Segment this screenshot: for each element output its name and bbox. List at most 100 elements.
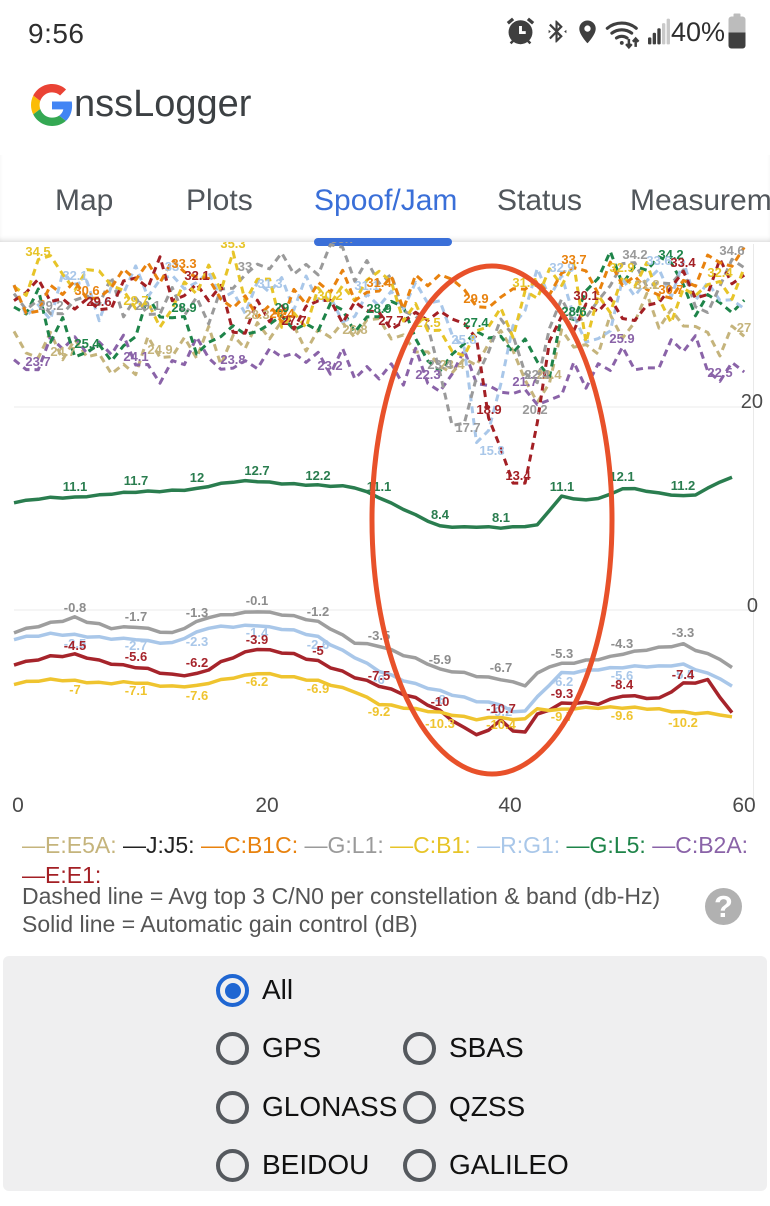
svg-text:20.2: 20.2	[522, 402, 547, 417]
svg-text:34.2: 34.2	[658, 247, 683, 262]
svg-text:11.2: 11.2	[671, 478, 696, 493]
svg-text:25.9: 25.9	[609, 331, 634, 346]
svg-text:-4.3: -4.3	[611, 636, 633, 651]
svg-text:22.4: 22.4	[536, 367, 562, 382]
svg-text:11.1: 11.1	[63, 479, 88, 494]
svg-text:-6.9: -6.9	[307, 681, 329, 696]
svg-text:8.1: 8.1	[492, 510, 510, 525]
svg-text:12.2: 12.2	[305, 468, 330, 483]
svg-text:27.4: 27.4	[463, 315, 489, 330]
svg-text:17.7: 17.7	[455, 420, 480, 435]
svg-text:33: 33	[238, 259, 252, 274]
svg-text:29.2: 29.2	[38, 298, 63, 313]
svg-text:-9.2: -9.2	[368, 704, 390, 719]
svg-text:-4.5: -4.5	[64, 638, 86, 653]
svg-text:-2.6: -2.6	[307, 637, 329, 652]
svg-text:22.5: 22.5	[707, 365, 732, 380]
svg-text:23.7: 23.7	[25, 354, 50, 369]
svg-text:-2.5: -2.5	[64, 636, 86, 651]
svg-text:-3.9: -3.9	[246, 632, 268, 647]
svg-text:23.2: 23.2	[317, 358, 342, 373]
svg-text:25.8: 25.8	[451, 332, 476, 347]
svg-text:13.4: 13.4	[505, 468, 531, 483]
svg-text:28.9: 28.9	[366, 301, 391, 316]
svg-text:30.7: 30.7	[658, 282, 683, 297]
svg-text:24.7: 24.7	[50, 344, 75, 359]
svg-text:-9.2: -9.2	[490, 704, 512, 719]
svg-text:-5.6: -5.6	[125, 649, 147, 664]
svg-text:-0.8: -0.8	[64, 600, 86, 615]
svg-text:20: 20	[255, 794, 278, 817]
svg-text:33.6: 33.6	[646, 253, 671, 268]
svg-text:22.3: 22.3	[415, 367, 440, 382]
svg-text:-9.3: -9.3	[551, 686, 573, 701]
svg-text:-10.4: -10.4	[486, 717, 516, 732]
svg-text:31.1: 31.1	[354, 278, 379, 293]
svg-text:24.1: 24.1	[123, 349, 148, 364]
svg-text:34.5: 34.5	[25, 244, 50, 259]
svg-text:-10.2: -10.2	[668, 715, 698, 730]
svg-text:27: 27	[737, 320, 751, 335]
svg-text:-3.3: -3.3	[672, 625, 694, 640]
svg-text:34.2: 34.2	[622, 247, 647, 262]
svg-text:-0.1: -0.1	[246, 593, 268, 608]
svg-text:-2.7: -2.7	[125, 638, 147, 653]
svg-text:-7.1: -7.1	[125, 683, 147, 698]
svg-text:30.2: 30.2	[317, 288, 342, 303]
svg-text:8.4: 8.4	[431, 507, 450, 522]
svg-text:23.8: 23.8	[220, 352, 245, 367]
svg-text:35.7: 35.7	[330, 242, 355, 246]
svg-text:29: 29	[275, 300, 289, 315]
svg-text:60: 60	[732, 794, 755, 817]
svg-text:20: 20	[741, 391, 763, 413]
svg-text:-7.4: -7.4	[672, 667, 695, 682]
svg-text:18.9: 18.9	[476, 402, 501, 417]
svg-text:-5.3: -5.3	[551, 646, 573, 661]
svg-text:-8.4: -8.4	[611, 677, 634, 692]
svg-text:28.3: 28.3	[244, 307, 269, 322]
svg-text:12: 12	[190, 470, 204, 485]
svg-text:33.7: 33.7	[561, 252, 586, 267]
svg-text:27.7: 27.7	[281, 313, 306, 328]
svg-text:-5.5: -5.5	[672, 667, 694, 682]
svg-text:-10.3: -10.3	[425, 716, 455, 731]
svg-text:30.1: 30.1	[573, 288, 598, 303]
svg-text:-5.6: -5.6	[611, 668, 633, 683]
svg-text:-1.7: -1.7	[125, 609, 147, 624]
svg-text:26.8: 26.8	[342, 322, 367, 337]
svg-text:21.7: 21.7	[512, 374, 537, 389]
svg-text:-10.7: -10.7	[486, 701, 516, 716]
svg-text:11.7: 11.7	[124, 473, 149, 488]
svg-text:28.9: 28.9	[171, 300, 196, 315]
svg-text:29.7: 29.7	[123, 293, 148, 308]
svg-text:34.6: 34.6	[719, 243, 744, 258]
svg-text:32.9: 32.9	[609, 260, 634, 275]
svg-text:40: 40	[498, 794, 521, 817]
svg-text:23.4: 23.4	[427, 357, 453, 372]
svg-text:33.4: 33.4	[670, 255, 696, 270]
svg-text:29.6: 29.6	[86, 294, 111, 309]
svg-text:31.3: 31.3	[257, 276, 282, 291]
svg-text:31.2: 31.2	[634, 277, 659, 292]
svg-text:-1.3: -1.3	[186, 605, 208, 620]
svg-text:23.4: 23.4	[439, 357, 465, 372]
svg-text:28.6: 28.6	[561, 304, 586, 319]
svg-text:-7: -7	[69, 682, 81, 697]
svg-text:-7.6: -7.6	[186, 688, 208, 703]
svg-text:29.1: 29.1	[135, 298, 160, 313]
svg-text:32.4: 32.4	[707, 265, 733, 280]
svg-text:32.1: 32.1	[184, 268, 209, 283]
svg-text:-6.2: -6.2	[186, 655, 208, 670]
svg-text:-10: -10	[431, 694, 450, 709]
svg-text:-9.6: -9.6	[611, 708, 633, 723]
svg-text:15.8: 15.8	[479, 443, 504, 458]
svg-text:-6: -6	[373, 672, 385, 687]
svg-text:12.7: 12.7	[244, 463, 269, 478]
svg-text:-7.5: -7.5	[368, 668, 390, 683]
svg-text:24.9: 24.9	[147, 342, 172, 357]
svg-text:12.1: 12.1	[609, 469, 634, 484]
svg-text:33.3: 33.3	[171, 256, 196, 271]
svg-text:25.4: 25.4	[74, 336, 100, 351]
svg-text:-6.7: -6.7	[490, 660, 512, 675]
svg-text:11.1: 11.1	[550, 479, 575, 494]
